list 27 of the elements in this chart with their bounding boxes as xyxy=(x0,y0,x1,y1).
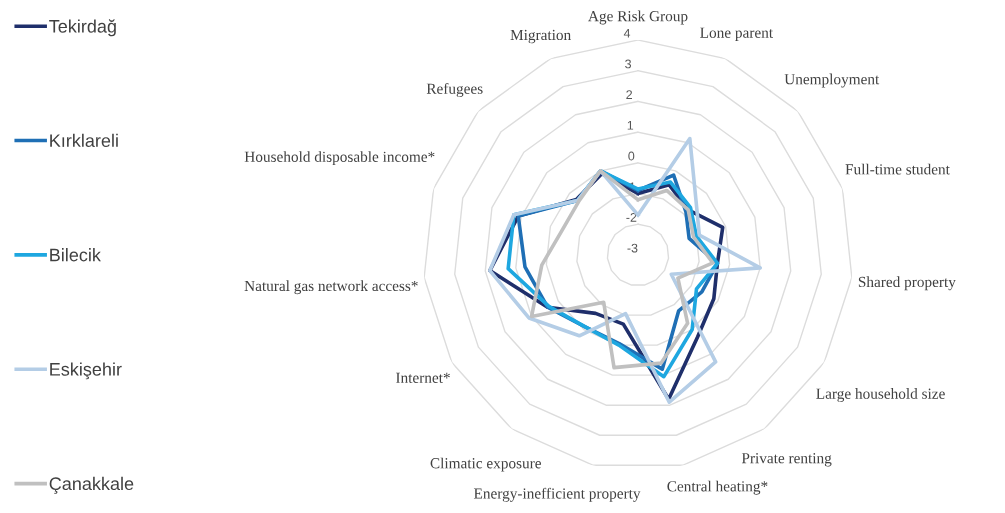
legend-label: Bilecik xyxy=(50,248,101,262)
y-tick-label: 2 xyxy=(626,90,633,99)
spoke-label: Shared property xyxy=(858,276,956,291)
y-tick-label: 0 xyxy=(628,151,635,161)
y-tick-label: 3 xyxy=(625,59,632,69)
spoke-label: Central heating* xyxy=(667,480,768,495)
spoke-label: Private renting xyxy=(741,453,832,467)
spoke-label: Large household size xyxy=(816,388,945,402)
spoke-label: Lone parent xyxy=(700,27,773,41)
spoke-label: Age Risk Group xyxy=(588,10,688,25)
spoke-label: Unemployment xyxy=(784,73,880,88)
spoke-label: Migration xyxy=(510,29,571,44)
legend-label: Çanakkale xyxy=(49,476,134,494)
spoke-label: Internet* xyxy=(396,372,450,383)
spoke-label: Full-time student xyxy=(845,163,950,175)
y-tick-label: -2 xyxy=(626,212,637,222)
spoke-label: Refugees xyxy=(426,82,483,98)
legend-label: Tekirdağ xyxy=(49,19,116,37)
spoke-label: Natural gas network access* xyxy=(244,280,418,295)
spoke-label: Energy-inefficient property xyxy=(473,487,641,502)
y-tick-label: 1 xyxy=(627,121,634,130)
spoke-label: Household disposable income* xyxy=(244,151,435,166)
y-tick-label: -3 xyxy=(627,243,638,253)
spoke-label: Climatic exposure xyxy=(430,457,542,472)
legend-label: Kırklareli xyxy=(50,133,118,148)
y-tick-label: 4 xyxy=(623,28,631,38)
legend-label: Eskişehir xyxy=(50,362,122,380)
